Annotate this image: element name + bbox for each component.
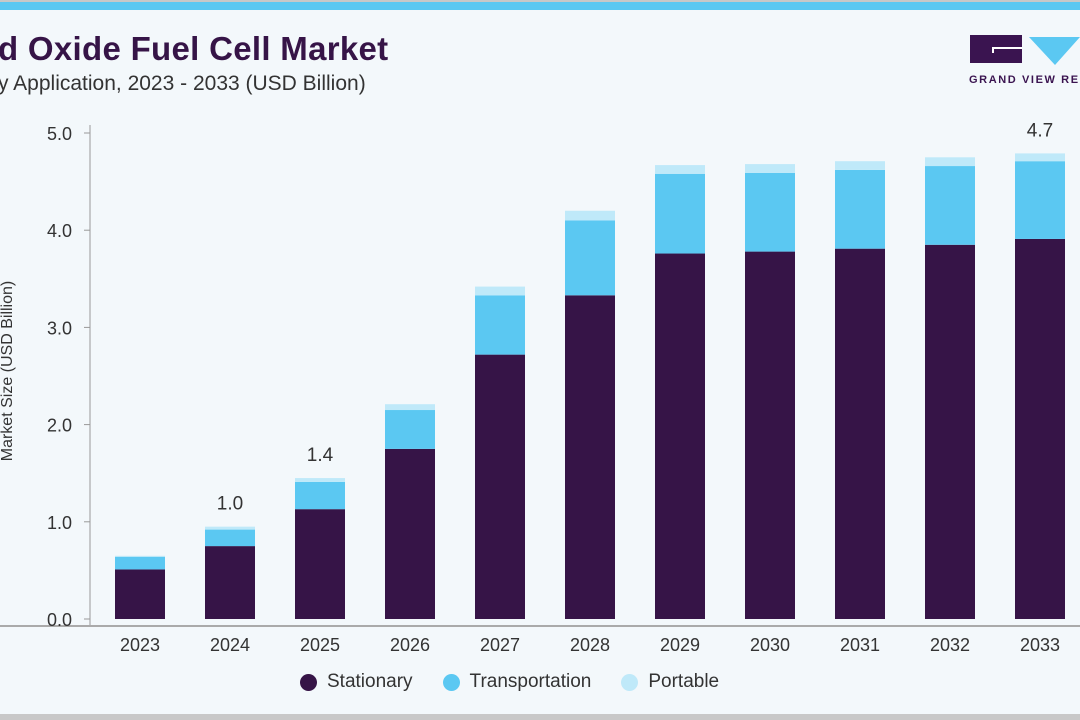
bar-portable-2028 [565, 210, 615, 221]
accent-bar [0, 2, 1080, 10]
y-tick-label: 4.0 [47, 221, 72, 241]
bar-stationary-2031 [835, 248, 885, 619]
chart-title: d Oxide Fuel Cell Market [0, 30, 389, 67]
legend-item-portable: Portable [621, 671, 719, 693]
bar-portable-2024 [205, 526, 255, 530]
x-tick-label: 2026 [390, 635, 430, 655]
bar-stationary-2028 [565, 295, 615, 619]
data-label: 4.7 [1027, 120, 1053, 141]
bar-portable-2029 [655, 165, 705, 174]
bar-stationary-2024 [205, 546, 255, 619]
x-tick-label: 2025 [300, 635, 340, 655]
bar-transportation-2031 [835, 169, 885, 249]
bar-transportation-2033 [1015, 161, 1065, 239]
bar-stationary-2030 [745, 251, 795, 620]
bar-portable-2023 [115, 555, 165, 557]
x-tick-label: 2033 [1020, 635, 1060, 655]
legend-dot [442, 673, 460, 691]
bar-stationary-2033 [1015, 238, 1065, 619]
logo-text: GRAND VIEW RESEARCH [969, 74, 1080, 86]
bar-transportation-2032 [925, 166, 975, 245]
bar-transportation-2030 [745, 172, 795, 252]
bar-portable-2033 [1015, 153, 1065, 162]
bar-portable-2030 [745, 164, 795, 173]
x-tick-label: 2028 [570, 635, 610, 655]
bar-transportation-2029 [655, 173, 705, 254]
legend-label: Stationary [327, 671, 413, 692]
bar-stationary-2025 [295, 509, 345, 619]
bar-stationary-2029 [655, 253, 705, 619]
bar-portable-2032 [925, 157, 975, 167]
bar-portable-2031 [835, 161, 885, 170]
bottom-border [0, 714, 1080, 720]
x-tick-label: 2032 [930, 635, 970, 655]
bar-portable-2026 [385, 404, 435, 411]
chart-subtitle: y Application, 2023 - 2033 (USD Billion) [0, 72, 366, 95]
legend: Stationary Transportation Portable [300, 671, 719, 693]
y-tick-label: 1.0 [47, 513, 72, 533]
x-tick-label: 2023 [120, 635, 160, 655]
legend-dot [621, 673, 639, 691]
legend-item-stationary: Stationary [300, 671, 413, 693]
y-tick-label: 3.0 [47, 318, 72, 338]
top-border [0, 0, 1080, 2]
data-label: 1.4 [307, 445, 334, 466]
bar-stationary-2026 [385, 448, 435, 619]
logo-triangle-icon [1029, 37, 1080, 65]
x-tick-label: 2031 [840, 635, 880, 655]
bar-stationary-2023 [115, 569, 165, 619]
bar-portable-2025 [295, 478, 345, 482]
y-tick-label: 0.0 [47, 610, 72, 630]
bar-transportation-2027 [475, 295, 525, 355]
y-tick-label: 5.0 [47, 124, 72, 144]
legend-dot [300, 673, 317, 691]
grand-view-research-logo: GRAND VIEW RESEARCH [969, 35, 1080, 86]
bar-transportation-2023 [115, 556, 165, 570]
bar-stationary-2032 [925, 244, 975, 619]
x-tick-label: 2029 [660, 635, 700, 655]
logo-g-mark-icon [970, 35, 1022, 63]
legend-item-transportation: Transportation [442, 671, 592, 693]
x-tick-label: 2030 [750, 635, 790, 655]
bar-transportation-2026 [385, 410, 435, 449]
bar-transportation-2025 [295, 481, 345, 510]
bar-portable-2027 [475, 286, 525, 296]
bar-transportation-2028 [565, 220, 615, 296]
bar-transportation-2024 [205, 529, 255, 547]
x-tick-label: 2027 [480, 635, 520, 655]
y-tick-label: 2.0 [47, 416, 72, 436]
legend-label: Transportation [469, 671, 592, 692]
y-axis-label: Market Size (USD Billion) [0, 280, 16, 462]
data-label: 1.0 [217, 494, 243, 515]
bar-stationary-2027 [475, 354, 525, 619]
x-tick-label: 2024 [210, 635, 250, 655]
legend-label: Portable [648, 671, 720, 692]
